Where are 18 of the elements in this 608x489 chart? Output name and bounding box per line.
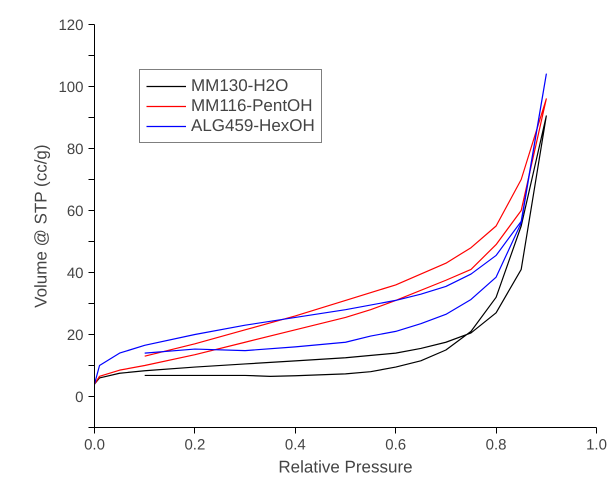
y-tick-label: 60 [66,203,84,220]
y-tick-label: 100 [58,79,84,96]
x-axis-title: Relative Pressure [278,458,413,476]
y-tick-label: 0 [75,389,84,406]
x-tick-label: 0.8 [486,436,507,454]
legend-label: MM130-H2O [191,76,288,96]
legend-label: ALG459-HexOH [191,116,315,136]
y-tick-label: 80 [66,141,84,158]
y-tick-label: 40 [66,265,84,282]
y-tick-label: 20 [66,327,84,344]
x-tick-label: 1.0 [586,436,607,454]
x-tick-label: 0.6 [385,436,406,454]
y-axis-title: Volume @ STP (cc/g) [31,144,50,308]
x-tick-label: 0.0 [84,436,105,454]
legend-label: MM116-PentOH [191,96,313,116]
x-tick-label: 0.4 [284,436,306,454]
y-tick-label: 120 [58,17,84,34]
x-tick-label: 0.2 [184,436,206,454]
